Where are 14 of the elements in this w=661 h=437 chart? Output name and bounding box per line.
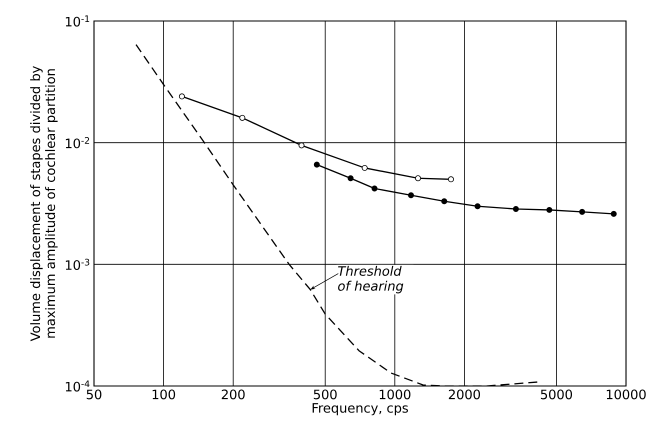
x-tick-label: 200 xyxy=(222,390,245,400)
x-tick-label: 1000 xyxy=(380,390,410,400)
annotation: Threshold of hearing xyxy=(338,266,404,294)
y-tick-label: 10$^{-3}$ xyxy=(66,258,90,270)
x-tick-label: 50 xyxy=(86,390,102,400)
y-tick-label: 10$^{-1}$ xyxy=(66,15,90,27)
y-tick-label: 10$^{-2}$ xyxy=(66,137,90,148)
x-axis-title: Frequency, cps xyxy=(312,403,408,416)
x-tick-label: 500 xyxy=(314,390,337,400)
x-tick-label: 100 xyxy=(152,390,176,400)
y-axis-title: Volume displacement of stapes divided by maximum amplitude of cochlear partition xyxy=(30,66,58,342)
x-tick-label: 5000 xyxy=(540,390,572,400)
x-tick-label: 10000 xyxy=(606,390,646,400)
x-tick-label: 2000 xyxy=(448,390,480,400)
